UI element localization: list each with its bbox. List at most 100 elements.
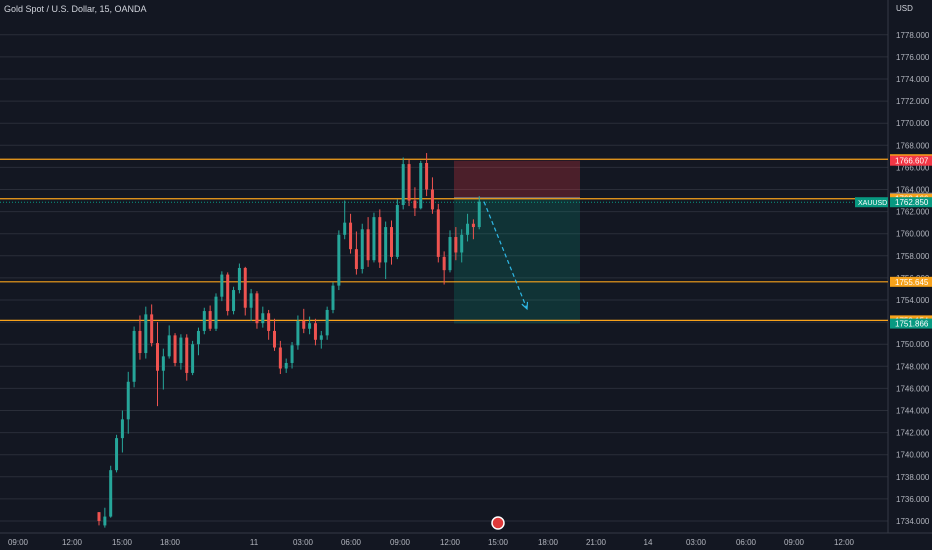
symbol-tag-bg: [855, 197, 888, 208]
price-tick-label: 1760.000: [896, 230, 930, 239]
price-tick-label: 1742.000: [896, 429, 930, 438]
time-tick-label: 14: [644, 538, 653, 547]
candle-body[interactable]: [120, 419, 124, 439]
candle-body[interactable]: [378, 217, 382, 263]
candle-body[interactable]: [237, 267, 241, 291]
candle-body[interactable]: [372, 217, 376, 261]
candle-body[interactable]: [103, 516, 107, 526]
time-tick-label: 06:00: [736, 538, 757, 547]
candle-body[interactable]: [202, 311, 206, 331]
price-tick-label: 1770.000: [896, 119, 930, 128]
candle-body[interactable]: [261, 313, 265, 324]
candle-body[interactable]: [109, 470, 113, 517]
candle-body[interactable]: [161, 356, 165, 371]
candle-body[interactable]: [349, 222, 353, 250]
price-tick-label: 1772.000: [896, 97, 930, 106]
price-tick-label: 1746.000: [896, 384, 930, 393]
candle-body[interactable]: [343, 222, 347, 235]
candle-body[interactable]: [232, 290, 236, 312]
candle-body[interactable]: [337, 234, 341, 286]
candle-body[interactable]: [144, 314, 148, 354]
take-profit-zone[interactable]: [454, 197, 580, 324]
stop-loss-zone[interactable]: [454, 160, 580, 198]
price-tick-label: 1744.000: [896, 407, 930, 416]
candle-body[interactable]: [454, 237, 458, 253]
candle-body[interactable]: [460, 234, 464, 253]
candle-body[interactable]: [150, 314, 154, 344]
candle-body[interactable]: [360, 229, 364, 270]
chart-title: Gold Spot / U.S. Dollar, 15, OANDA: [4, 4, 147, 14]
candle-body[interactable]: [185, 337, 189, 373]
candle-body[interactable]: [325, 309, 329, 336]
candle-body[interactable]: [425, 162, 429, 190]
candle-body[interactable]: [313, 323, 317, 340]
candle-body[interactable]: [138, 330, 142, 354]
price-label-bg: [890, 276, 932, 287]
price-tick-label: 1754.000: [896, 296, 930, 305]
price-tick-label: 1736.000: [896, 495, 930, 504]
candle-body[interactable]: [430, 189, 434, 210]
candle-body[interactable]: [407, 164, 411, 201]
projection-arrow[interactable]: [483, 201, 528, 310]
candle-body[interactable]: [214, 296, 218, 329]
candle-body[interactable]: [255, 293, 259, 324]
candle-body[interactable]: [173, 335, 177, 363]
candle-body[interactable]: [290, 345, 294, 363]
candle-body[interactable]: [273, 330, 276, 348]
candle-body[interactable]: [97, 512, 101, 521]
event-marker-icon[interactable]: [491, 516, 505, 530]
time-tick-label: 11: [250, 538, 259, 547]
candle-body[interactable]: [319, 335, 323, 340]
candle-body[interactable]: [413, 200, 417, 209]
candle-body[interactable]: [471, 223, 475, 228]
candle-body[interactable]: [115, 438, 119, 471]
candle-body[interactable]: [156, 343, 159, 371]
candle-body[interactable]: [384, 227, 388, 263]
candle-body[interactable]: [226, 274, 230, 312]
candle-body[interactable]: [395, 204, 399, 257]
candle-body[interactable]: [267, 313, 271, 331]
candle-body[interactable]: [302, 320, 306, 329]
price-tick-label: 1768.000: [896, 141, 930, 150]
time-tick-label: 15:00: [112, 538, 133, 547]
time-tick-label: 12:00: [834, 538, 855, 547]
candle-body[interactable]: [331, 285, 335, 310]
candle-body[interactable]: [284, 362, 288, 369]
candle-body[interactable]: [401, 164, 405, 205]
candle-body[interactable]: [419, 162, 423, 209]
candle-body[interactable]: [179, 337, 183, 363]
price-label-bg: [890, 318, 932, 329]
candle-body[interactable]: [249, 293, 253, 308]
price-label: 1755.645: [895, 278, 929, 287]
time-tick-label: 06:00: [341, 538, 362, 547]
candle-body[interactable]: [448, 237, 452, 271]
candle-body[interactable]: [243, 267, 247, 308]
candle-body[interactable]: [308, 323, 312, 329]
price-tick-label: 1776.000: [896, 53, 930, 62]
candle-body[interactable]: [126, 381, 130, 420]
candle-body[interactable]: [208, 311, 212, 329]
candle-body[interactable]: [220, 274, 224, 297]
price-label: 1762.850: [895, 198, 929, 207]
time-tick-label: 03:00: [293, 538, 314, 547]
candle-body[interactable]: [278, 347, 282, 369]
candle-body[interactable]: [191, 344, 195, 373]
candle-body[interactable]: [366, 229, 370, 261]
candle-body[interactable]: [196, 330, 200, 345]
candle-body[interactable]: [477, 201, 481, 228]
price-tick-label: 1740.000: [896, 451, 930, 460]
candle-body[interactable]: [390, 227, 393, 257]
candle-body[interactable]: [436, 209, 440, 257]
candle-body[interactable]: [167, 335, 171, 357]
candle-body[interactable]: [442, 256, 446, 271]
candle-body[interactable]: [132, 330, 136, 382]
candle-body[interactable]: [354, 249, 358, 270]
time-tick-label: 09:00: [784, 538, 805, 547]
candle-body[interactable]: [296, 320, 300, 346]
time-tick-label: 21:00: [586, 538, 607, 547]
candle-body[interactable]: [466, 223, 470, 235]
price-label-bg: [890, 197, 932, 208]
time-tick-label: 09:00: [8, 538, 29, 547]
